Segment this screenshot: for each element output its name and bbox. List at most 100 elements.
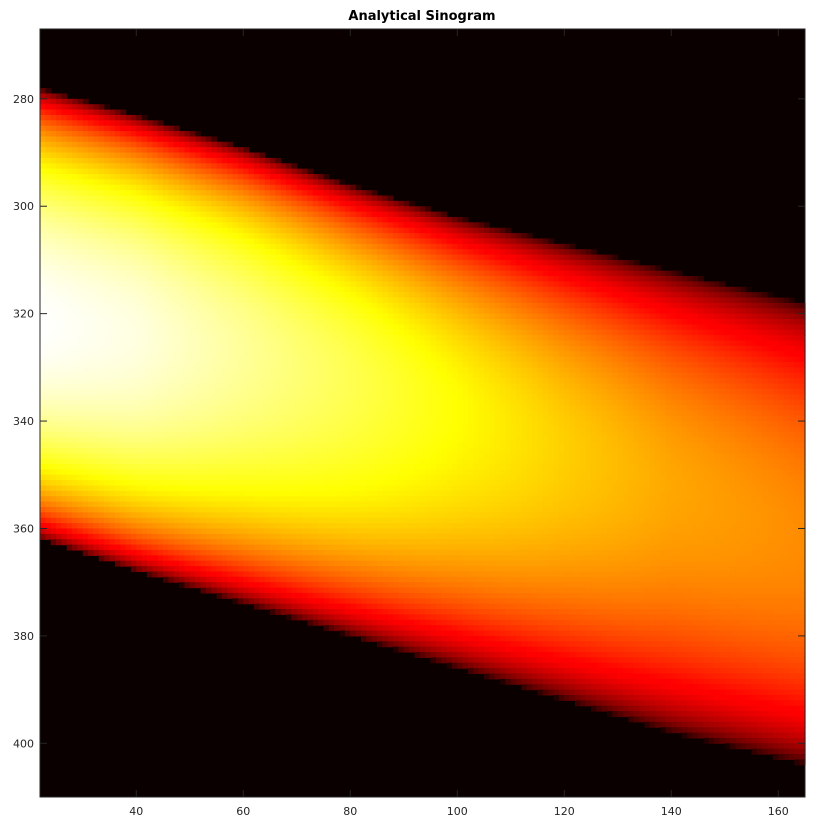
heatmap-cell xyxy=(334,286,341,293)
heatmap-cell xyxy=(40,216,46,223)
heatmap-cell xyxy=(339,351,346,358)
heatmap-cell xyxy=(253,517,260,524)
heatmap-cell xyxy=(200,141,207,148)
heatmap-cell xyxy=(323,603,330,610)
heatmap-cell xyxy=(130,131,137,138)
heatmap-cell xyxy=(253,168,260,175)
heatmap-cell xyxy=(248,367,255,374)
heatmap-cell xyxy=(286,437,293,444)
heatmap-cell xyxy=(61,259,68,266)
heatmap-cell xyxy=(286,308,293,315)
heatmap-cell xyxy=(253,598,260,605)
heatmap-cell xyxy=(307,372,314,379)
heatmap-cell xyxy=(216,270,223,277)
heatmap-cell xyxy=(312,576,319,583)
heatmap-cell xyxy=(307,378,314,385)
heatmap-cell xyxy=(195,367,202,374)
heatmap-cell xyxy=(253,195,260,202)
heatmap-cell xyxy=(291,404,298,411)
heatmap-cell xyxy=(77,265,84,272)
heatmap-cell xyxy=(307,464,314,470)
heatmap-cell xyxy=(318,351,325,358)
heatmap-cell xyxy=(291,539,298,546)
heatmap-cell xyxy=(93,147,100,154)
heatmap-cell xyxy=(253,329,260,336)
heatmap-cell xyxy=(184,335,191,342)
heatmap-cell xyxy=(82,131,89,138)
heatmap-cell xyxy=(323,222,330,229)
heatmap-cell xyxy=(168,286,175,293)
heatmap-cell xyxy=(93,351,100,358)
heatmap-cell xyxy=(168,431,175,438)
heatmap-cell xyxy=(270,426,276,433)
heatmap-cell xyxy=(227,174,234,180)
heatmap-cell xyxy=(275,426,282,433)
heatmap-cell xyxy=(259,329,266,336)
heatmap-cell xyxy=(141,496,148,503)
heatmap-cell xyxy=(216,313,223,320)
heatmap-cell xyxy=(232,501,239,508)
heatmap-cell xyxy=(307,544,314,551)
heatmap-cell xyxy=(323,399,330,406)
heatmap-cell xyxy=(243,464,250,470)
heatmap-cell xyxy=(146,496,153,503)
heatmap-cell xyxy=(264,453,271,460)
heatmap-cell xyxy=(275,270,282,277)
heatmap-cell xyxy=(77,404,84,411)
heatmap-cell xyxy=(61,270,68,277)
heatmap-cell xyxy=(221,517,228,524)
heatmap-cell xyxy=(339,270,346,277)
heatmap-cell xyxy=(40,447,46,454)
heatmap-cell xyxy=(232,292,239,299)
heatmap-cell xyxy=(248,302,255,309)
heatmap-cell xyxy=(195,512,202,519)
heatmap-cell xyxy=(40,302,46,309)
heatmap-cell xyxy=(195,501,202,508)
heatmap-cell xyxy=(296,609,303,615)
heatmap-cell xyxy=(350,351,357,358)
heatmap-cell xyxy=(318,174,325,180)
heatmap-cell xyxy=(163,394,169,401)
heatmap-cell xyxy=(66,249,73,256)
heatmap-cell xyxy=(120,238,127,245)
heatmap-cell xyxy=(77,270,84,277)
heatmap-cell xyxy=(77,501,84,508)
heatmap-cell xyxy=(168,404,175,411)
heatmap-cell xyxy=(45,421,52,428)
heatmap-cell xyxy=(339,496,346,503)
heatmap-cell xyxy=(157,302,164,309)
heatmap-cell xyxy=(221,190,228,197)
heatmap-cell xyxy=(114,361,121,368)
heatmap-cell xyxy=(125,131,132,138)
heatmap-cell xyxy=(200,292,207,299)
heatmap-cell xyxy=(318,276,325,283)
heatmap-cell xyxy=(130,216,137,223)
heatmap-cell xyxy=(227,163,234,170)
heatmap-cell xyxy=(72,302,79,309)
heatmap-cell xyxy=(275,340,282,347)
heatmap-cell xyxy=(120,442,127,449)
heatmap-cell xyxy=(312,388,319,395)
heatmap-cell xyxy=(136,421,143,428)
heatmap-cell xyxy=(184,404,191,411)
heatmap-cell xyxy=(77,340,84,347)
heatmap-cell xyxy=(243,227,250,234)
heatmap-cell xyxy=(243,222,250,229)
heatmap-cell xyxy=(318,361,325,368)
heatmap-cell xyxy=(104,302,111,309)
heatmap-cell xyxy=(152,265,159,272)
heatmap-cell xyxy=(40,490,46,497)
heatmap-cell xyxy=(200,254,207,261)
heatmap-cell xyxy=(328,517,335,524)
heatmap-cell xyxy=(173,308,180,315)
heatmap-cell xyxy=(237,480,244,487)
heatmap-cell xyxy=(280,222,287,229)
heatmap-cell xyxy=(328,302,335,309)
heatmap-cell xyxy=(328,437,335,444)
heatmap-cell xyxy=(221,356,228,363)
heatmap-cell xyxy=(72,394,79,401)
heatmap-cell xyxy=(173,426,180,433)
heatmap-cell xyxy=(72,453,79,460)
heatmap-cell xyxy=(270,485,276,492)
heatmap-cell xyxy=(286,372,293,379)
